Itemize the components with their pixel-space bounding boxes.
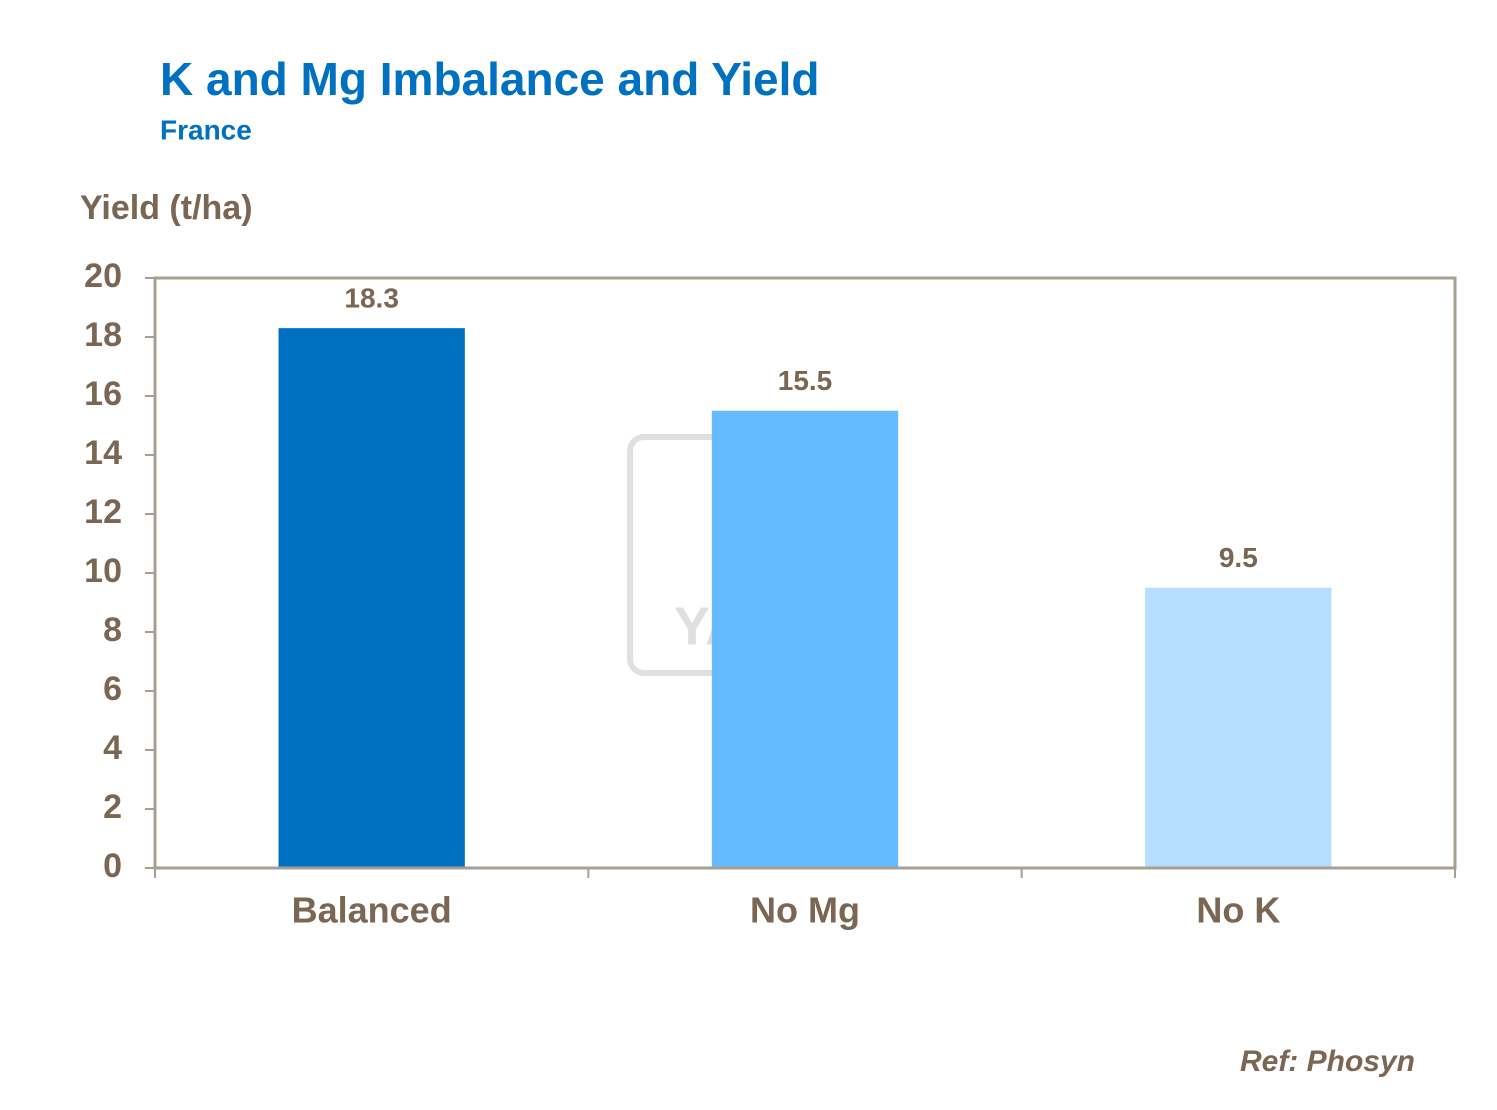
value-label: 9.5 [1219, 542, 1258, 573]
value-label: 18.3 [344, 283, 399, 314]
source-note: Ref: Phosyn [1240, 1045, 1415, 1078]
chart-title: K and Mg Imbalance and Yield [160, 53, 819, 105]
y-tick-label: 6 [103, 670, 122, 708]
bar [1145, 587, 1332, 868]
x-tick-label: No Mg [750, 890, 860, 931]
y-tick-label: 18 [84, 316, 122, 354]
chart-subtitle: France [160, 114, 252, 145]
y-tick-label: 20 [84, 257, 122, 295]
value-label: 15.5 [778, 365, 833, 396]
y-tick-label: 12 [84, 493, 122, 531]
y-tick-label: 0 [103, 847, 122, 885]
y-tick-label: 16 [84, 375, 122, 413]
y-tick-label: 4 [103, 729, 122, 767]
y-tick-label: 8 [103, 611, 122, 649]
y-tick-label: 14 [84, 434, 122, 472]
bar [278, 328, 465, 868]
plot-frame [153, 276, 1457, 870]
x-tick-label: No K [1196, 890, 1280, 931]
bar [711, 410, 899, 868]
x-tick-label: Balanced [292, 890, 452, 931]
y-axis-label: Yield (t/ha) [80, 189, 253, 227]
y-tick-label: 2 [103, 788, 122, 826]
y-tick-label: 10 [84, 552, 122, 590]
